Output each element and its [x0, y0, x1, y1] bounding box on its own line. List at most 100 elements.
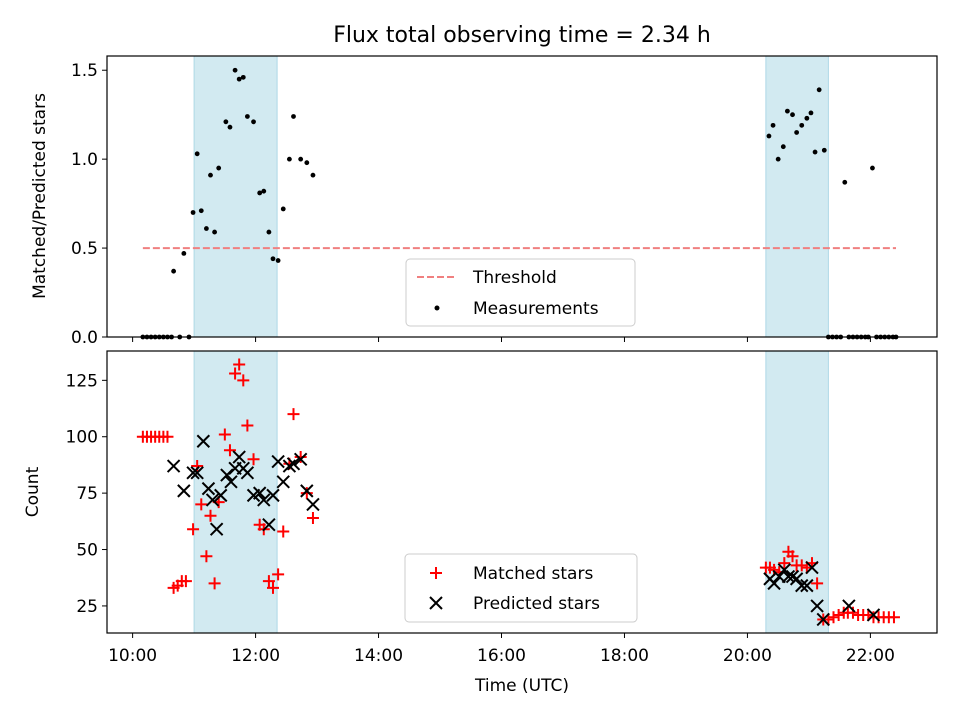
- measurement-point: [816, 87, 822, 93]
- top-y-axis-label: Matched/Predicted stars: [30, 93, 50, 299]
- predicted-star-marker: [777, 563, 792, 577]
- observing-window-shade: [765, 56, 829, 337]
- top-x-ticks: [132, 337, 871, 342]
- predicted-star-marker: [767, 576, 781, 591]
- measurement-point: [821, 147, 827, 153]
- measurement-point: [766, 133, 772, 139]
- x-tick-label: 14:00: [354, 646, 403, 666]
- matched-star-marker: [287, 408, 300, 421]
- measurement-point: [775, 156, 781, 162]
- matched-star-marker: [187, 523, 200, 536]
- top-legend: Threshold Measurements: [405, 258, 636, 327]
- predicted-star-marker: [282, 459, 297, 473]
- matched-stars-legend-label: Matched stars: [473, 564, 593, 584]
- x-tick-label: 16:00: [477, 646, 526, 666]
- measurements-legend-swatch: [434, 305, 440, 311]
- matched-star-marker: [204, 509, 217, 522]
- measurement-point: [780, 144, 786, 150]
- matched-star-marker: [272, 568, 285, 581]
- predicted-star-marker: [266, 488, 280, 503]
- x-tick-label: 20:00: [723, 646, 772, 666]
- predicted-star-marker: [866, 608, 881, 622]
- matched-star-marker: [277, 525, 290, 538]
- predicted-stars-legend-label: Predicted stars: [473, 594, 600, 614]
- observing-window-shade: [193, 351, 278, 633]
- matched-star-marker: [827, 611, 840, 624]
- matched-star-marker: [195, 498, 208, 511]
- measurement-point: [181, 251, 187, 256]
- predicted-star-marker: [257, 493, 271, 507]
- y-tick-label: 1.5: [71, 61, 98, 81]
- predicted-star-marker: [805, 560, 819, 575]
- predicted-star-marker: [842, 599, 856, 613]
- predicted-star-marker: [220, 468, 234, 482]
- x-tick-label: 12:00: [231, 646, 280, 666]
- y-tick-label: 0.0: [71, 328, 98, 348]
- measurement-point: [244, 114, 250, 119]
- measurement-point: [280, 206, 286, 212]
- matched-star-marker: [786, 550, 799, 563]
- y-tick-label: 0.5: [71, 239, 98, 259]
- matched-star-marker: [887, 611, 900, 624]
- x-tick-label: 10:00: [108, 646, 157, 666]
- predicted-star-marker: [196, 434, 211, 448]
- measurement-point: [251, 119, 256, 125]
- measurement-point: [286, 156, 292, 162]
- bottom-axes-frame: [106, 350, 938, 634]
- predicted-star-marker: [293, 452, 308, 466]
- matched-star-marker: [223, 444, 236, 457]
- measurement-point: [870, 165, 875, 171]
- measurement-point: [240, 74, 246, 80]
- matched-star-marker: [179, 575, 192, 588]
- measurement-point: [198, 208, 204, 214]
- predicted-star-marker: [177, 484, 191, 498]
- measurement-point: [257, 190, 263, 196]
- measurement-point: [310, 172, 316, 178]
- measurement-point: [804, 115, 810, 121]
- predicted-star-marker: [800, 578, 814, 593]
- y-tick-label: 25: [76, 597, 98, 617]
- measurement-point: [236, 76, 242, 82]
- predicted-star-marker: [306, 497, 320, 512]
- measurement-point: [770, 122, 776, 128]
- matched-star-marker: [778, 557, 791, 570]
- measurement-point: [216, 165, 222, 171]
- top-legend-box: [405, 258, 636, 327]
- x-axis-label: Time (UTC): [474, 676, 569, 696]
- top-shaded-regions: [193, 56, 829, 337]
- chart-title: Flux total observing time = 2.34 h: [333, 23, 711, 48]
- bottom-y-axis-label: Count: [23, 466, 43, 517]
- matched-star-marker: [300, 487, 313, 500]
- predicted-star-marker: [286, 457, 301, 471]
- y-tick-label: 1.0: [71, 150, 98, 170]
- measurement-point: [799, 122, 805, 128]
- matched-star-marker: [200, 550, 213, 563]
- measurement-point: [227, 124, 233, 130]
- matched-star-marker: [233, 358, 246, 371]
- y-tick-label: 125: [66, 371, 98, 391]
- predicted-star-marker: [205, 493, 220, 507]
- predicted-star-marker: [795, 578, 809, 593]
- top-y-axis: 0.0 0.5 1.0 1.5: [71, 61, 107, 348]
- predicted-star-marker: [190, 466, 204, 480]
- matched-star-marker: [229, 367, 242, 380]
- matched-star-marker: [237, 374, 250, 387]
- top-panel: Flux total observing time = 2.34 h 0.00.…: [30, 23, 938, 348]
- bottom-y-axis: 25 50 75 100 125: [66, 371, 107, 617]
- predicted-star-marker: [300, 484, 314, 498]
- measurement-point: [208, 172, 213, 178]
- bottom-x-axis: 10:00 12:00 14:00 16:00 18:00 20:00 22:00: [108, 633, 895, 666]
- measurement-point: [304, 160, 310, 166]
- measurement-point: [270, 256, 276, 262]
- measurement-point: [190, 210, 196, 215]
- predicted-star-marker: [240, 466, 255, 480]
- matched-star-marker: [247, 453, 260, 466]
- matched-star-marker: [161, 430, 174, 443]
- measurement-point: [171, 268, 177, 274]
- predicted-star-marker: [276, 475, 290, 489]
- predicted-stars-points: [166, 434, 881, 627]
- predicted-star-marker: [816, 612, 830, 627]
- predicted-star-marker: [789, 572, 804, 586]
- predicted-star-marker: [201, 481, 216, 496]
